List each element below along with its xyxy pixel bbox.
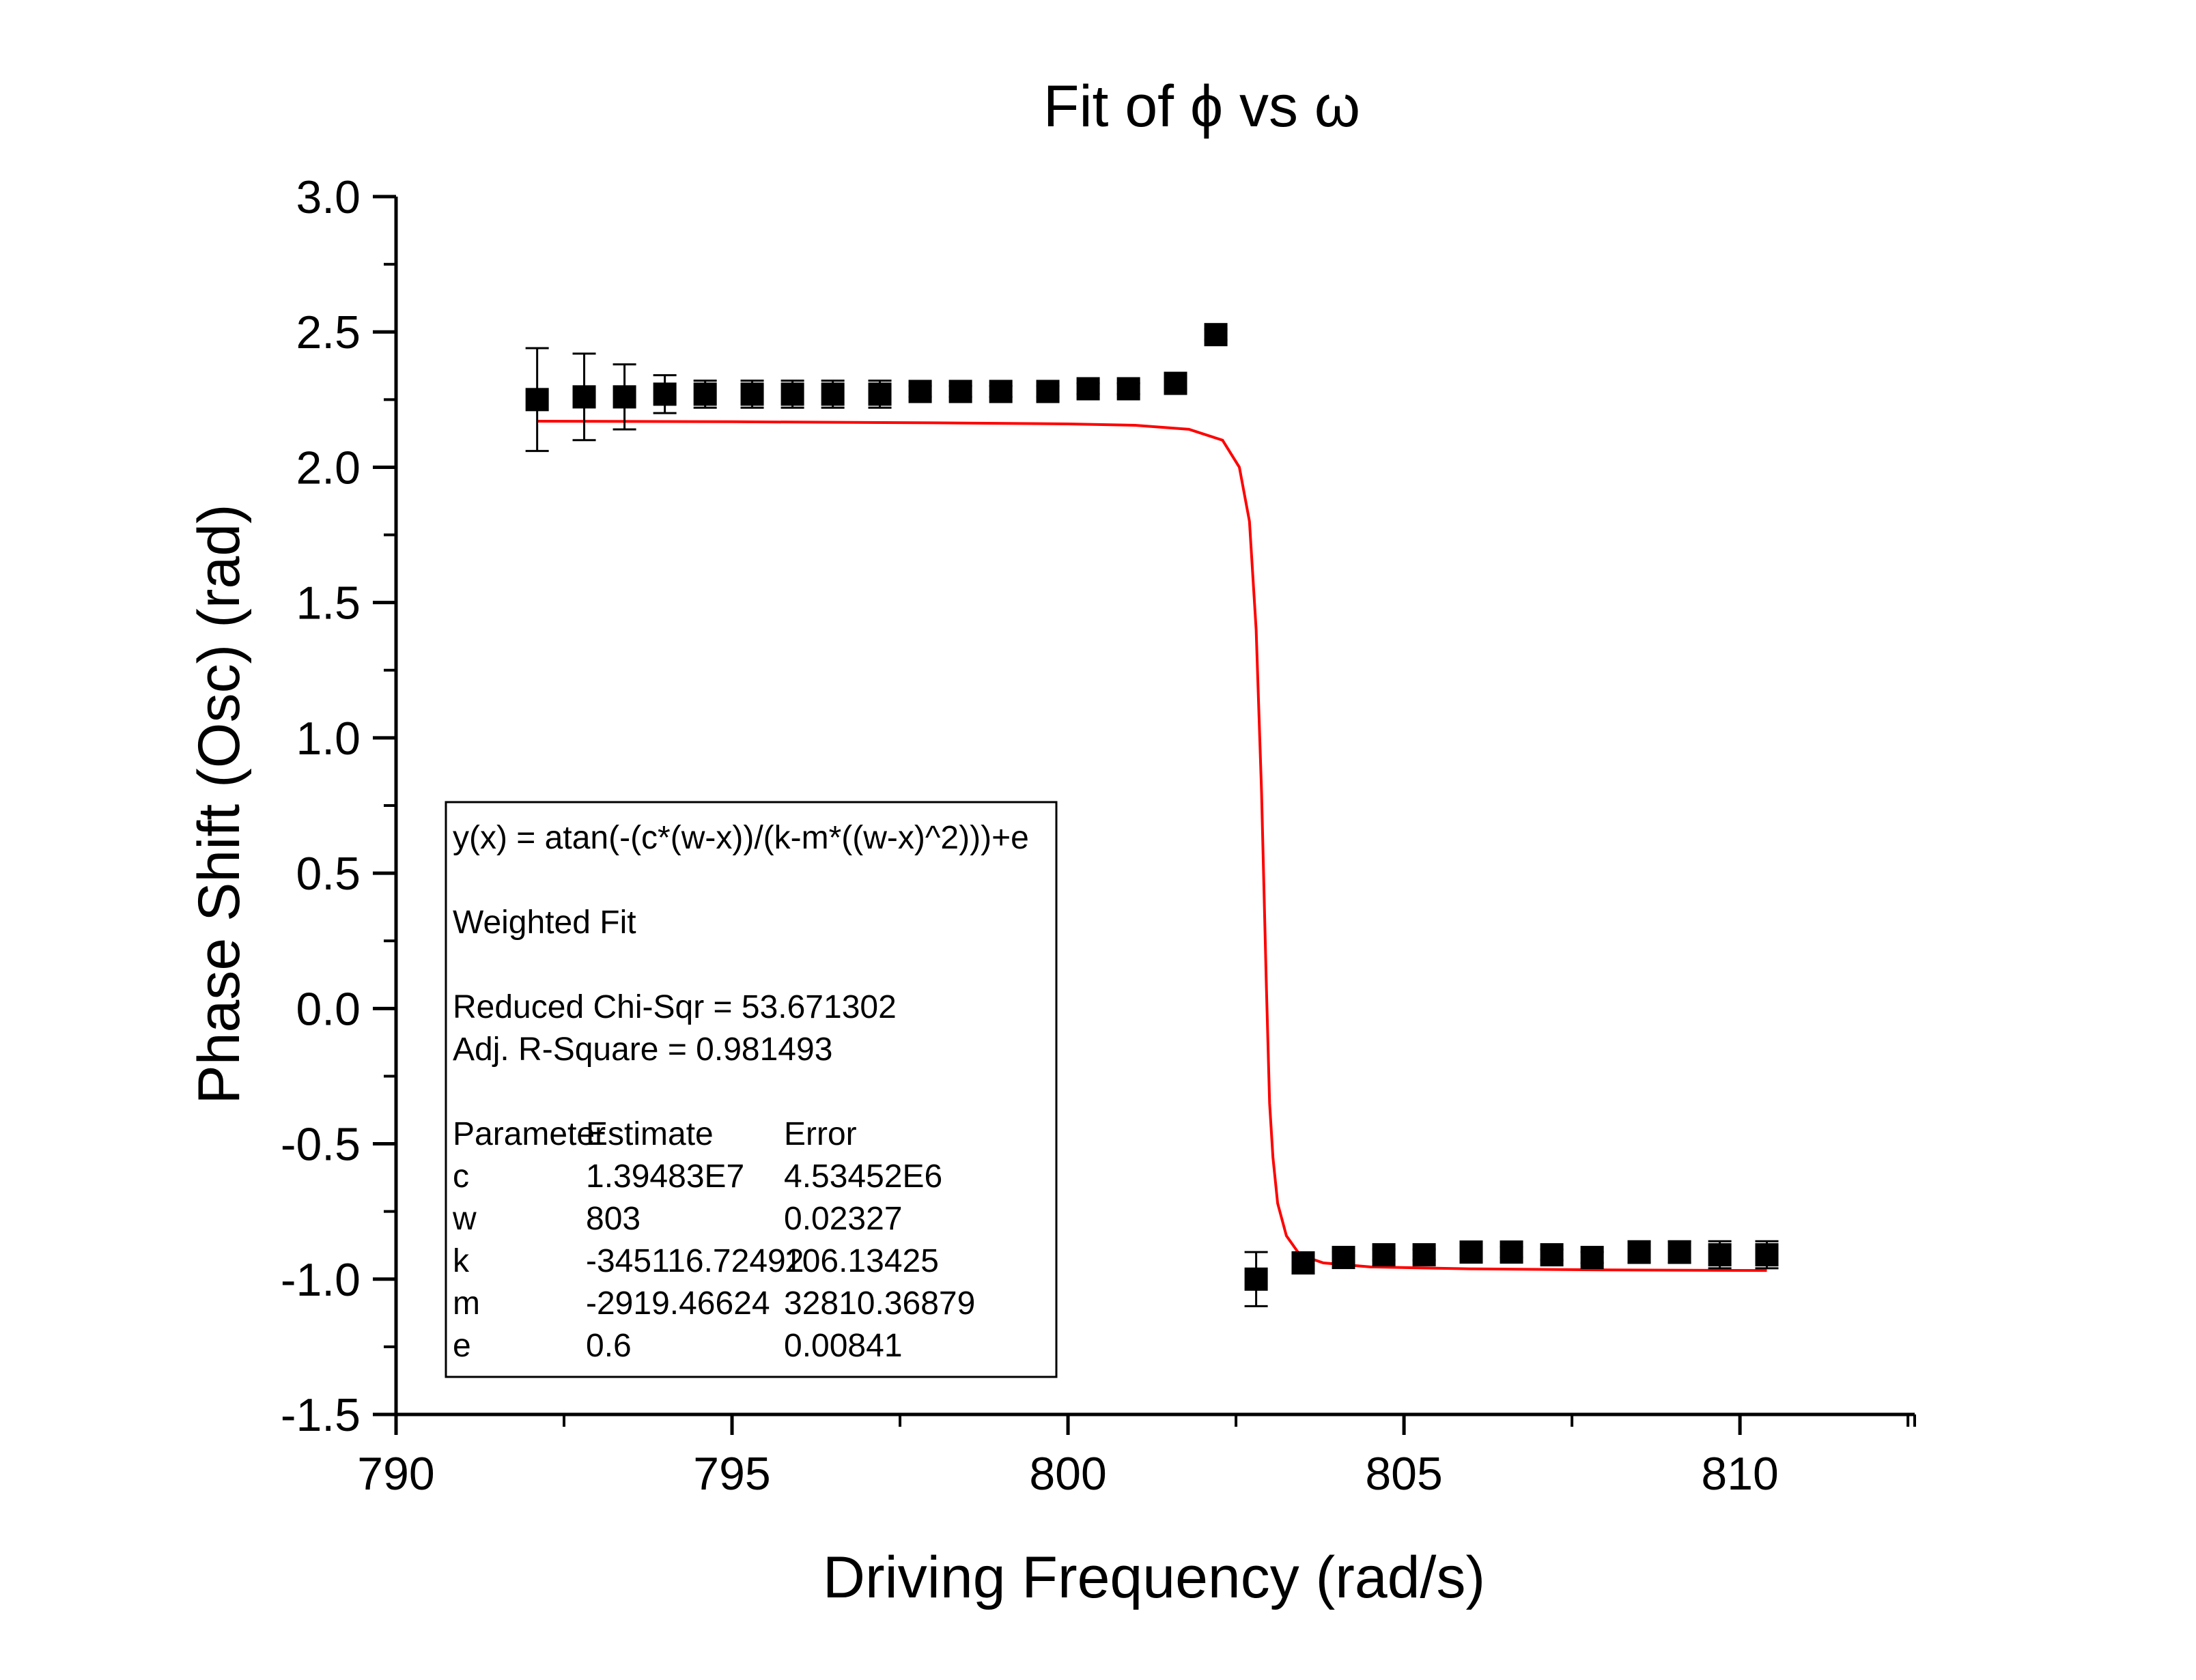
y-tick-label: 0.5 [296,848,361,900]
data-point [780,382,804,406]
data-points-group [525,323,1779,1307]
data-point [1244,1267,1268,1291]
data-point [740,382,764,406]
fit-box-text: y(x) = atan(-(c*(w-x))/(k-m*((w-x)^2)))+… [453,820,1029,856]
y-tick-label: 2.5 [296,307,361,358]
fit-box-border [445,801,1058,1378]
fit-box-text: Parameter [453,1116,606,1152]
data-point [1412,1243,1436,1267]
axes: 3.0 2.5 2.0 1.5 1.0 0.5 0.0 -0.5 -1.0 -1.5 790 795 8… [281,171,1916,1500]
x-tick-label: 805 [1365,1448,1442,1500]
fit-box-text: Reduced Chi-Sqr = 53.671302 [453,989,897,1025]
fit-box-text: Estimate [586,1116,714,1152]
data-point [1291,1251,1315,1275]
data-point [1372,1243,1396,1267]
data-point [1667,1240,1691,1264]
data-point [1500,1240,1523,1264]
fit-box-text: w [452,1201,477,1237]
fit-box-text: c [453,1158,469,1195]
data-point [653,382,677,406]
fit-box-text: 0.02327 [784,1201,903,1237]
x-tick-label: 800 [1029,1448,1106,1500]
fit-box-text: 32810.36879 [784,1285,975,1322]
data-point [1076,377,1100,401]
data-point [525,388,549,412]
data-point [1459,1240,1483,1264]
fit-box-text: 4.53452E6 [784,1158,942,1195]
data-point [572,385,596,409]
y-tick-label: -1.0 [281,1254,361,1306]
chart-title: Fit of ϕ vs ω [1043,74,1360,139]
x-tick-label: 795 [693,1448,770,1500]
data-point [1580,1246,1604,1270]
data-point [948,380,972,403]
y-tick-label: -0.5 [281,1119,361,1171]
data-point [1708,1243,1732,1267]
fit-box-text: -345116.72492 [586,1243,804,1279]
data-point [1332,1246,1355,1270]
data-point [1540,1243,1564,1267]
data-point [1204,323,1228,347]
fit-box-text: e [453,1328,471,1364]
data-point [908,380,932,403]
data-point [1036,380,1060,403]
fit-box-text: Weighted Fit [453,905,636,941]
fit-box-text: Error [784,1116,857,1152]
fit-box-text: 106.13425 [784,1243,939,1279]
data-point [868,382,892,406]
data-point [1164,371,1187,395]
fit-box-text: Adj. R-Square = 0.981493 [453,1031,832,1068]
y-tick-label: 3.0 [296,171,361,223]
data-point [1116,377,1140,401]
data-point [613,385,636,409]
x-tick-label: 790 [357,1448,434,1500]
fit-box-text: 0.00841 [784,1328,903,1364]
y-tick-label: 2.0 [296,442,361,494]
fit-box-text: 803 [586,1201,640,1237]
fit-results-box: y(x) = atan(-(c*(w-x))/(k-m*((w-x)^2)))+… [445,801,1058,1378]
y-tick-label: 0.0 [296,983,361,1035]
data-point [693,382,717,406]
data-point [1755,1243,1779,1267]
x-axis-label: Driving Frequency (rad/s) [823,1545,1485,1610]
fit-box-text: 0.6 [586,1328,632,1364]
data-point [1627,1240,1651,1264]
fit-box-text: 1.39483E7 [586,1158,744,1195]
y-tick-label: -1.5 [281,1389,361,1441]
y-tick-label: 1.0 [296,713,361,765]
data-point [821,382,845,406]
x-tick-label: 810 [1701,1448,1778,1500]
data-point [989,380,1013,403]
fit-box-text: -2919.46624 [586,1285,770,1322]
y-tick-label: 1.5 [296,578,361,629]
fit-box-text: k [453,1243,470,1279]
y-axis-label: Phase Shift (Osc) (rad) [186,504,252,1104]
fit-box-text: m [453,1285,480,1322]
